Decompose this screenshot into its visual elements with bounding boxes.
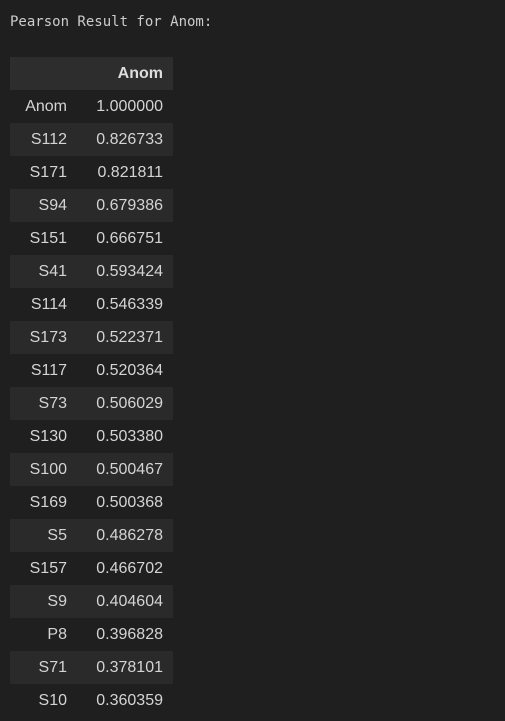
row-index-label: S10 [38,691,67,709]
row-value: 0.522371 [96,328,163,346]
table-row: S10 0.360359 [10,684,173,717]
row-index-label: S73 [38,394,67,412]
table-row: S41 0.593424 [10,255,173,288]
row-index-label: S5 [47,526,67,544]
row-value: 0.506029 [96,394,163,412]
table-row: S130 0.503380 [10,420,173,453]
row-index-label: S157 [29,559,67,577]
row-value: 0.500368 [96,493,163,511]
row-value: 0.360359 [96,691,163,709]
row-value: 0.486278 [96,526,163,544]
table-row: S112 0.826733 [10,123,173,156]
table-row: S71 0.378101 [10,651,173,684]
row-value: 0.679386 [96,196,163,214]
table-row: S73 0.506029 [10,387,173,420]
row-index-label: S100 [29,460,67,478]
column-header-anom: Anom [77,57,173,90]
row-index-label: S173 [29,328,67,346]
row-index-label: S117 [30,361,67,379]
output-title: Pearson Result for Anom: [10,14,213,30]
row-index-label: S41 [38,262,67,280]
row-value: 0.821811 [97,163,163,181]
table-row: P8 0.396828 [10,618,173,651]
table-header-row: Anom [10,57,173,90]
table-row: S171 0.821811 [10,156,173,189]
table-row: S157 0.466702 [10,552,173,585]
row-index-label: S71 [38,658,67,676]
table-row: S169 0.500368 [10,486,173,519]
row-value: 0.404604 [96,592,163,610]
table-row: S114 0.546339 [10,288,173,321]
row-index-label: S171 [29,163,67,181]
table-row: S173 0.522371 [10,321,173,354]
row-value: 0.520364 [96,361,163,379]
row-index-label: S112 [30,130,67,148]
table-row: Anom 1.000000 [10,90,173,123]
table-row: S100 0.500467 [10,453,173,486]
table-row: S9 0.404604 [10,585,173,618]
row-value: 0.396828 [96,625,163,643]
row-index-label: S94 [38,196,67,214]
table-row: S151 0.666751 [10,222,173,255]
row-index-label: S169 [29,493,67,511]
row-index-label: S130 [29,427,67,445]
row-value: 0.593424 [96,262,163,280]
row-value: 0.378101 [96,658,163,676]
row-index-label: Anom [25,97,67,115]
row-index-label: S151 [29,229,67,247]
row-value: 0.826733 [96,130,163,148]
index-header [10,57,77,90]
row-index-label: S114 [30,295,67,313]
table-row: S94 0.679386 [10,189,173,222]
row-index-label: P8 [47,625,67,643]
table-row: S5 0.486278 [10,519,173,552]
row-value: 0.503380 [96,427,163,445]
row-value: 0.466702 [96,559,163,577]
row-value: 0.666751 [96,229,163,247]
table-row: S117 0.520364 [10,354,173,387]
row-value: 0.500467 [96,460,163,478]
row-index-label: S9 [47,592,67,610]
row-value: 1.000000 [96,97,163,115]
dataframe-table: Anom Anom 1.000000 S112 0.826733 S171 0.82181… [10,57,173,717]
table-body: Anom 1.000000 S112 0.826733 S171 0.821811 S94 0… [10,90,173,717]
row-value: 0.546339 [96,295,163,313]
